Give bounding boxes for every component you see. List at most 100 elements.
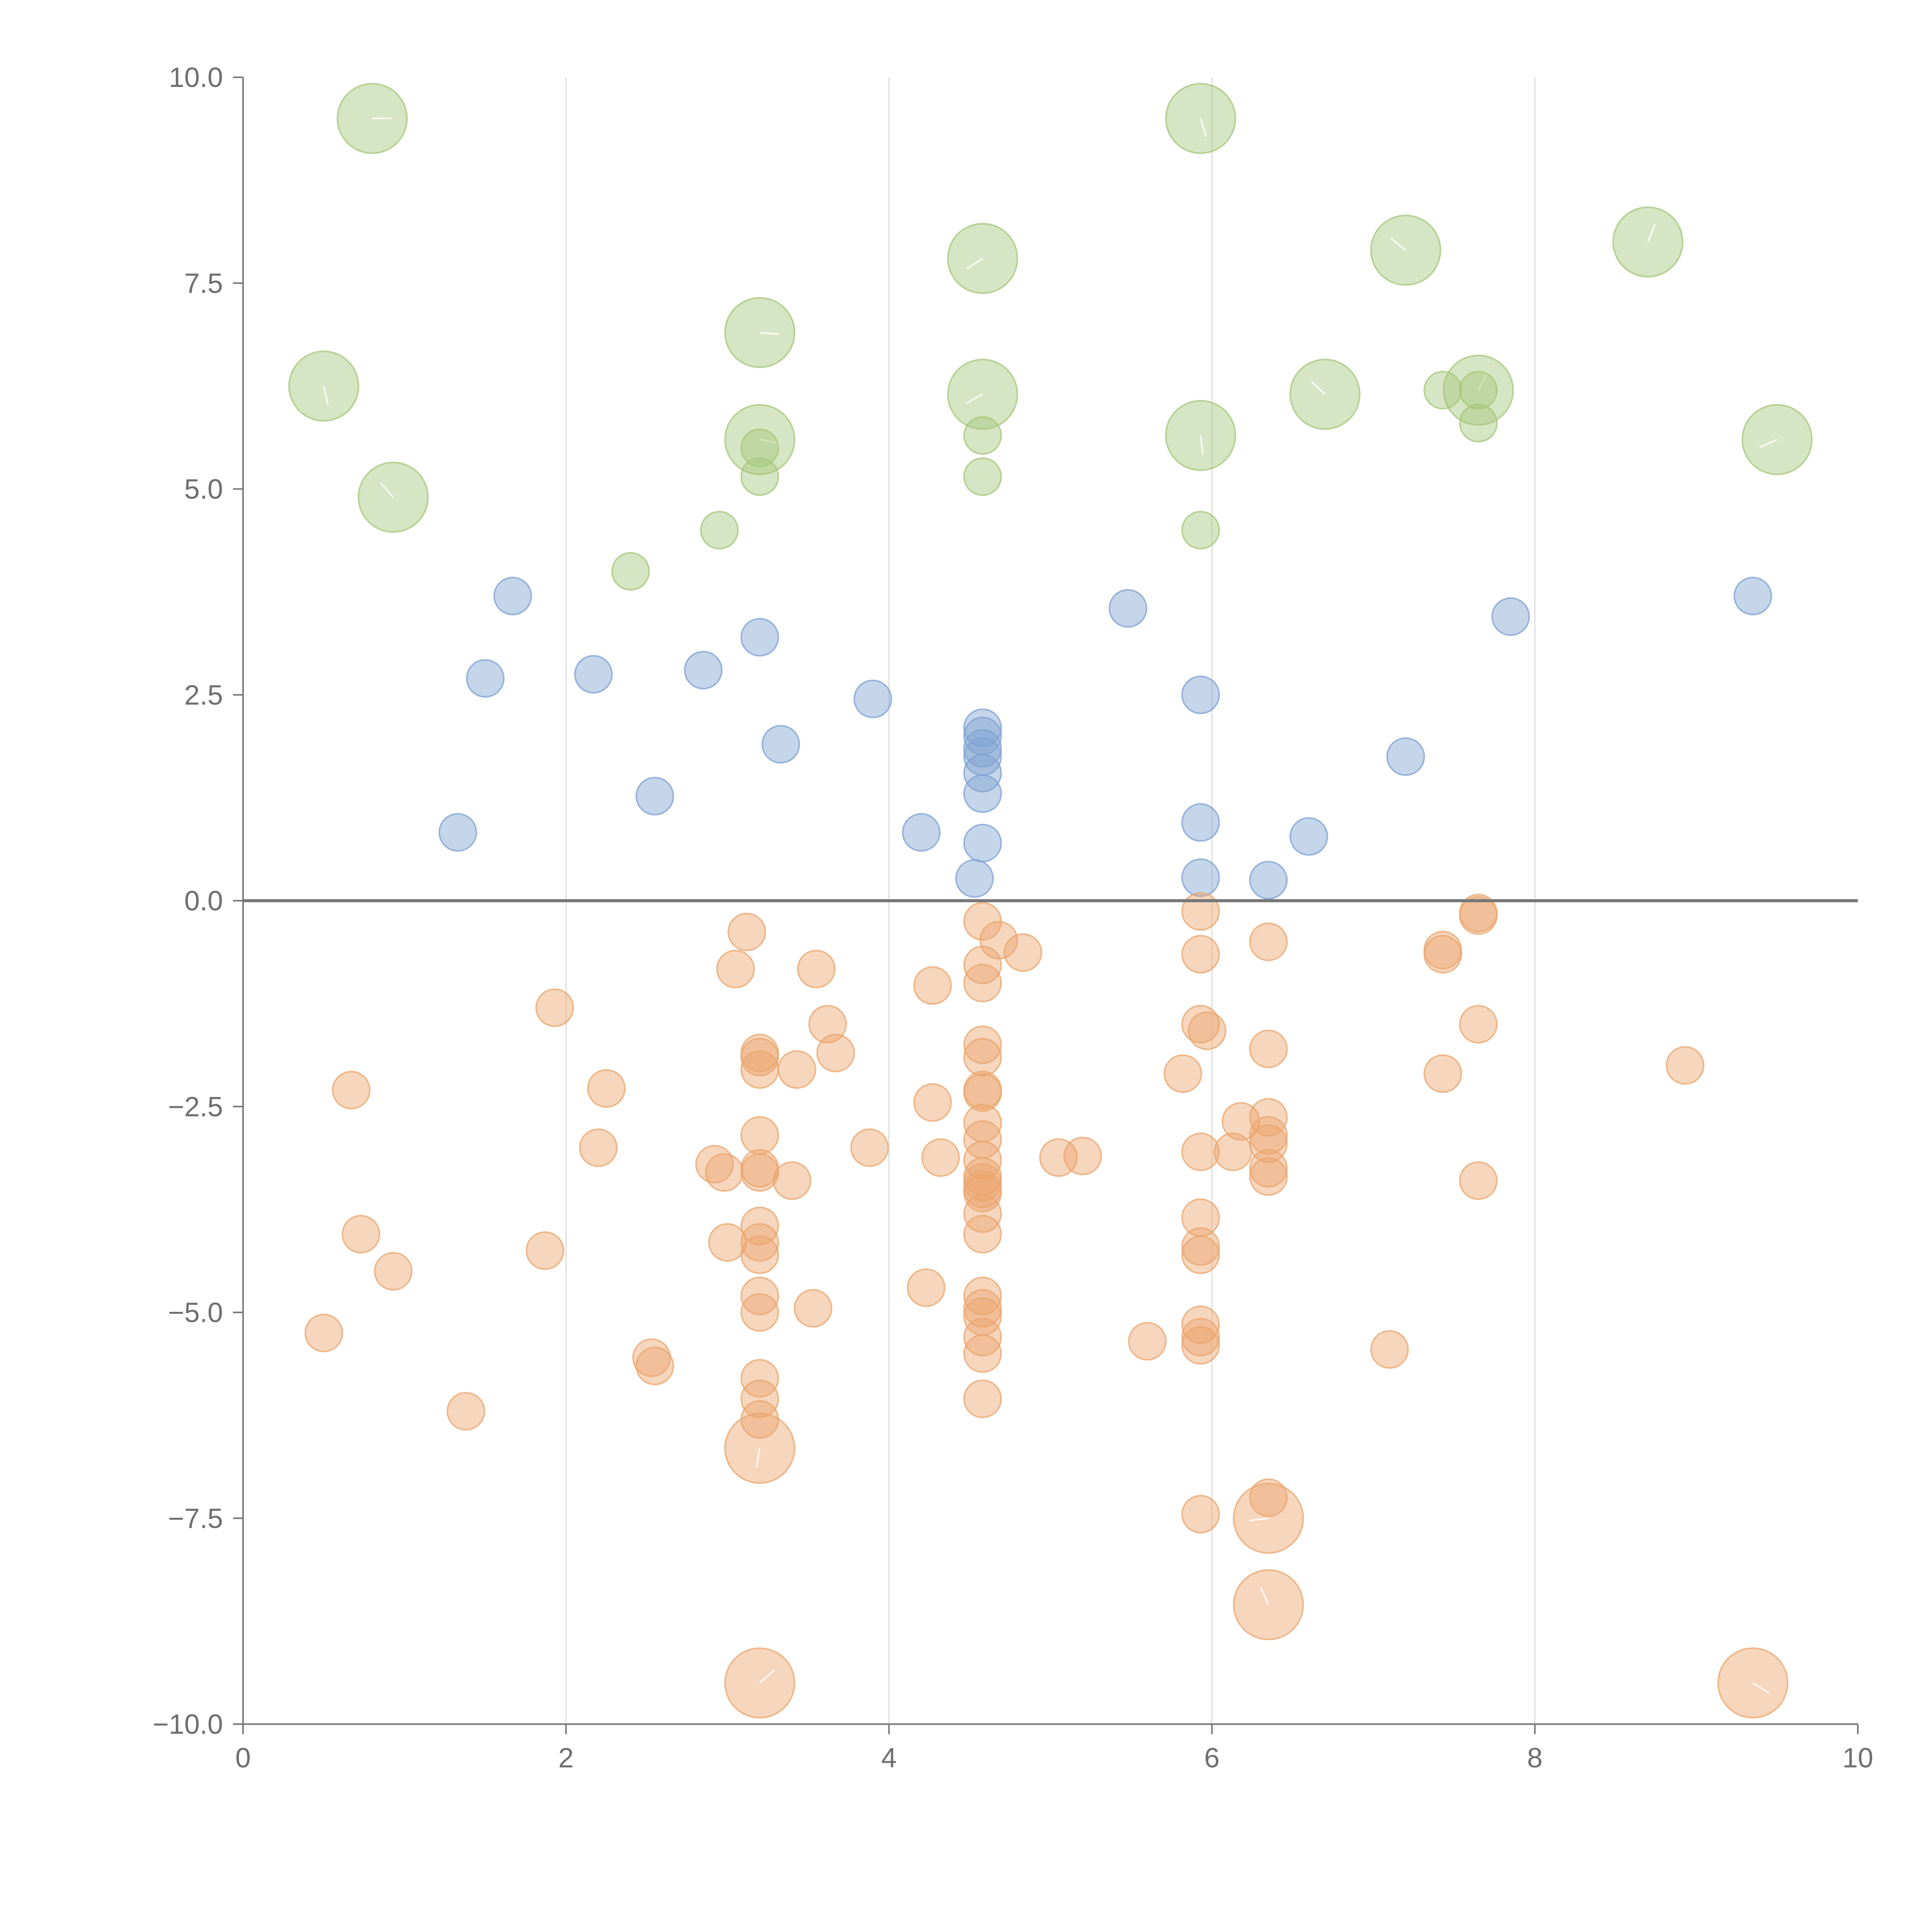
point-low-26 xyxy=(740,1293,779,1332)
point-low-101 xyxy=(1233,1483,1304,1554)
point-low-73 xyxy=(1181,1132,1220,1171)
point-low-31 xyxy=(777,1050,816,1089)
point-mid-9 xyxy=(902,813,941,852)
point-low-100 xyxy=(724,1413,796,1484)
point-mid-8 xyxy=(853,679,892,718)
point-low-2 xyxy=(374,1252,413,1291)
point-low-27 xyxy=(740,1359,779,1398)
x-tick-label: 0 xyxy=(235,1743,251,1774)
point-low-71 xyxy=(1181,1005,1220,1044)
point-low-57 xyxy=(963,1276,1002,1315)
y-tick-label: −7.5 xyxy=(168,1503,223,1534)
point-low-58 xyxy=(963,1289,1002,1328)
point-high-2 xyxy=(947,223,1018,294)
point-mid-17 xyxy=(955,859,994,898)
point-low-99 xyxy=(1665,1046,1704,1085)
point-mid-3 xyxy=(684,651,723,690)
point-mid-23 xyxy=(1289,817,1328,856)
point-mid-19 xyxy=(1181,675,1220,714)
point-low-0 xyxy=(332,1071,371,1110)
point-low-89 xyxy=(1249,1157,1288,1196)
point-low-72 xyxy=(1187,1011,1226,1050)
point-low-10 xyxy=(635,1347,674,1386)
y-tick-label: 5.0 xyxy=(184,474,223,505)
point-low-68 xyxy=(1163,1054,1202,1093)
point-low-60 xyxy=(963,1318,1002,1357)
point-low-44 xyxy=(963,1025,1002,1064)
y-tick-label: 2.5 xyxy=(184,680,223,711)
point-low-12 xyxy=(705,1153,744,1192)
point-low-62 xyxy=(963,1379,1002,1418)
point-mid-21 xyxy=(1181,858,1220,897)
point-high-12 xyxy=(1742,404,1813,475)
point-high-0 xyxy=(337,83,408,154)
point-low-23 xyxy=(740,1223,779,1262)
point-high-10 xyxy=(724,404,796,475)
point-low-28 xyxy=(740,1379,779,1418)
point-low-98 xyxy=(1459,1161,1498,1200)
point-low-56 xyxy=(963,1215,1002,1254)
point-low-36 xyxy=(850,1128,889,1167)
point-low-35 xyxy=(816,1034,855,1073)
point-low-79 xyxy=(1181,1326,1220,1365)
point-low-90 xyxy=(1249,1478,1288,1517)
point-low-33 xyxy=(797,949,836,988)
point-low-97 xyxy=(1459,1005,1498,1044)
point-mid-7 xyxy=(438,813,477,852)
point-low-1 xyxy=(342,1215,381,1254)
point-low-25 xyxy=(740,1276,779,1315)
point-mid-24 xyxy=(1386,737,1425,776)
point-low-84 xyxy=(1249,1029,1288,1068)
point-mid-26 xyxy=(1733,577,1772,616)
point-high-22 xyxy=(1181,511,1220,550)
point-low-3 xyxy=(304,1313,343,1352)
point-low-39 xyxy=(913,1083,952,1122)
point-low-80 xyxy=(1181,1495,1220,1534)
point-low-8 xyxy=(587,1069,626,1108)
point-high-18 xyxy=(740,457,779,496)
point-low-67 xyxy=(1128,1322,1167,1361)
point-mid-1 xyxy=(466,659,505,698)
point-low-5 xyxy=(526,1231,565,1270)
y-tick-label: −2.5 xyxy=(168,1092,223,1122)
point-high-17 xyxy=(740,428,779,467)
point-mid-10 xyxy=(963,708,1002,747)
point-mid-5 xyxy=(761,725,800,764)
point-low-93 xyxy=(1423,935,1462,974)
point-high-11 xyxy=(1165,400,1236,471)
point-high-15 xyxy=(1459,371,1498,410)
point-mid-15 xyxy=(963,774,1002,813)
point-low-86 xyxy=(1249,1116,1288,1155)
point-high-16 xyxy=(1459,404,1498,443)
point-mid-25 xyxy=(1491,597,1530,636)
point-low-30 xyxy=(772,1161,811,1200)
point-high-23 xyxy=(611,552,650,591)
point-mid-0 xyxy=(493,577,532,616)
point-low-40 xyxy=(921,1138,960,1177)
point-high-3 xyxy=(1370,214,1441,286)
point-low-22 xyxy=(740,1206,779,1245)
point-low-76 xyxy=(1181,1235,1220,1274)
point-low-14 xyxy=(716,949,755,988)
point-low-4 xyxy=(446,1392,485,1431)
point-low-19 xyxy=(740,1116,779,1155)
point-low-94 xyxy=(1423,1054,1462,1093)
point-low-103 xyxy=(724,1647,796,1719)
y-tick-label: 10.0 xyxy=(169,62,223,93)
y-tick-label: 0.0 xyxy=(184,886,223,917)
point-low-47 xyxy=(963,1073,1002,1112)
point-mid-20 xyxy=(1181,803,1220,842)
point-low-6 xyxy=(535,988,574,1027)
point-low-21 xyxy=(740,1153,779,1192)
point-high-21 xyxy=(700,511,739,550)
x-tick-label: 4 xyxy=(881,1743,897,1774)
point-mid-22 xyxy=(1249,861,1288,900)
point-high-20 xyxy=(963,457,1002,496)
y-tick-label: −10.0 xyxy=(153,1709,223,1740)
point-low-66 xyxy=(1063,1136,1102,1175)
point-low-64 xyxy=(1003,933,1043,972)
point-low-70 xyxy=(1181,935,1220,974)
point-high-8 xyxy=(1289,359,1361,430)
point-low-63 xyxy=(979,921,1018,960)
